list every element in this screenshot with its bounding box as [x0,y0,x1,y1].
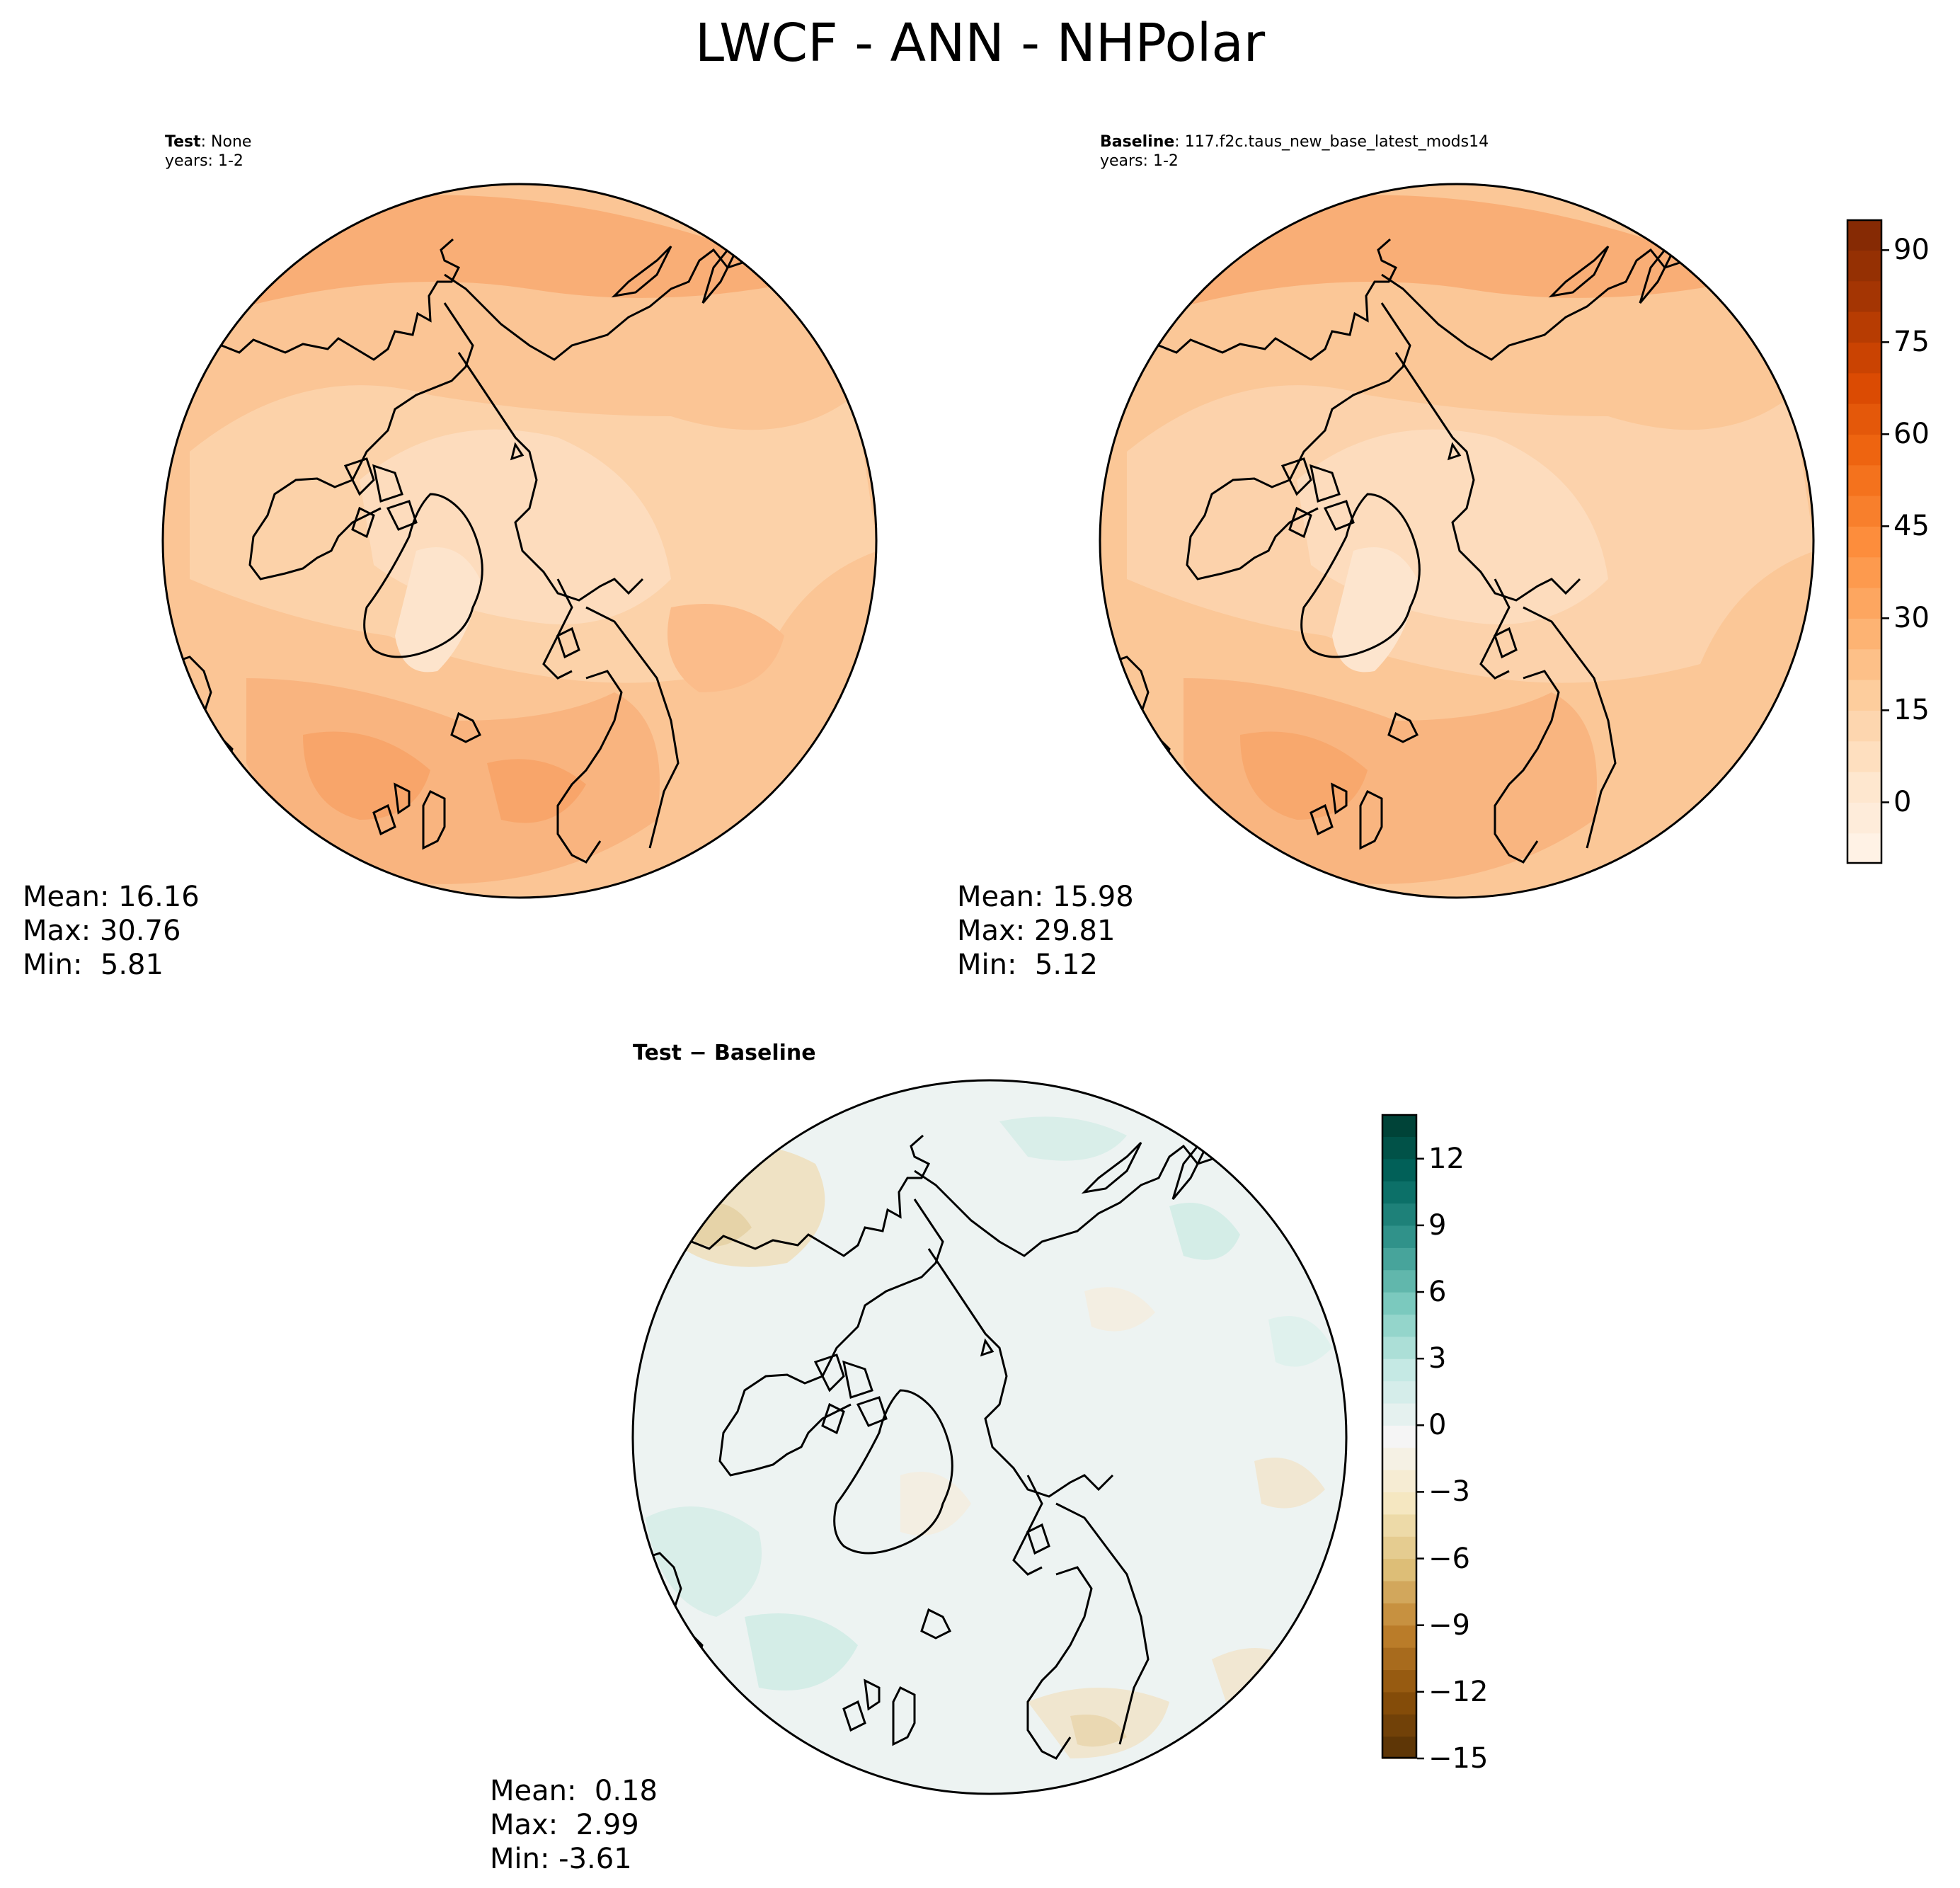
test-max: Max: 30.76 [23,915,181,947]
diff-colorbar-band [1382,1625,1417,1648]
figure-title: LWCF - ANN - NHPolar [694,13,1266,74]
diff-polar-map [631,1079,1348,1795]
diff-panel-title: Test − Baseline [633,1041,816,1065]
test-stats: Mean: 16.16 Max: 30.76 Min: 5.81 [23,880,200,982]
main-colorbar-band [1847,496,1882,527]
diff-colorbar-band [1382,1336,1417,1359]
main-colorbar-band [1847,280,1882,312]
diff-colorbar-band [1382,1470,1417,1493]
diff-colorbar-band [1382,1181,1417,1204]
main-colorbar-band [1847,404,1882,435]
diff-colorbar-band [1382,1647,1417,1671]
diff-colorbar-band [1382,1269,1417,1293]
diff-colorbar-tick-label: 9 [1428,1208,1447,1242]
diff-colorbar-band [1382,1580,1417,1603]
diff-colorbar-band [1382,1492,1417,1515]
main-colorbar-band [1847,342,1882,374]
baseline-stats: Mean: 15.98 Max: 29.81 Min: 5.12 [957,880,1134,982]
test-min: Min: 5.81 [23,949,164,981]
main-colorbar-band [1847,372,1882,404]
diff-colorbar-band [1382,1358,1417,1382]
diff-colorbar-band [1382,1203,1417,1226]
main-colorbar-band [1847,648,1882,680]
diff-colorbar-band [1382,1603,1417,1626]
main-colorbar-band [1847,588,1882,619]
diff-colorbar-band [1382,1158,1417,1182]
diff-colorbar-tick-label: −9 [1428,1608,1470,1642]
baseline-label: Baseline [1100,133,1175,151]
main-colorbar-tick-label: 0 [1893,786,1912,819]
diff-colorbar-band [1382,1114,1417,1137]
baseline-min: Min: 5.12 [957,949,1098,981]
diff-colorbar-tick-label: 3 [1428,1342,1447,1375]
diff-colorbar-band [1382,1691,1417,1715]
main-colorbar-band [1847,772,1882,803]
diff-colorbar-band [1382,1514,1417,1537]
main-colorbar-tick-label: 75 [1893,326,1930,359]
main-colorbar-band [1847,219,1882,251]
diff-colorbar-tick-label: 12 [1428,1142,1465,1175]
diff-colorbar-band [1382,1380,1417,1404]
main-colorbar-tick-label: 45 [1893,510,1930,543]
main-colorbar-tick-label: 15 [1893,694,1930,727]
test-case-name: : None [200,133,252,151]
main-colorbar-band [1847,680,1882,711]
diff-max: Max: 2.99 [490,1809,639,1841]
main-colorbar-band [1847,556,1882,588]
diff-stats: Mean: 0.18 Max: 2.99 Min: -3.61 [490,1774,658,1876]
diff-colorbar-band [1382,1136,1417,1160]
diff-colorbar-tick-label: 0 [1428,1409,1447,1442]
baseline-max: Max: 29.81 [957,915,1116,947]
diff-colorbar-band [1382,1558,1417,1581]
test-years: years: 1-2 [165,152,243,170]
main-colorbar-band [1847,618,1882,650]
diff-colorbar-tick-label: −6 [1428,1542,1470,1575]
baseline-polar-map [1099,183,1815,899]
diff-colorbar-tick-label: 6 [1428,1276,1447,1309]
main-colorbar-band [1847,833,1882,864]
diff-colorbar-band [1382,1225,1417,1248]
diff-colorbar-band [1382,1292,1417,1315]
test-mean: Mean: 16.16 [23,881,200,913]
baseline-panel-title: Baseline: 117.f2c.taus_new_base_latest_m… [1100,132,1489,171]
diff-colorbar [1381,1114,1424,1760]
diff-colorbar-band [1382,1314,1417,1337]
main-colorbar-tick-label: 30 [1893,602,1930,635]
main-colorbar [1846,219,1889,864]
main-colorbar-band [1847,740,1882,772]
main-colorbar-tick-label: 90 [1893,234,1930,267]
diff-colorbar-tick-label: −15 [1428,1742,1489,1775]
test-polar-map [161,183,878,899]
diff-colorbar-band [1382,1402,1417,1426]
baseline-years: years: 1-2 [1100,152,1179,170]
diff-colorbar-band [1382,1736,1417,1759]
main-colorbar-band [1847,802,1882,834]
test-label: Test [165,133,201,151]
diff-colorbar-band [1382,1536,1417,1560]
diff-colorbar-band [1382,1714,1417,1737]
main-colorbar-band [1847,464,1882,496]
diff-colorbar-band [1382,1247,1417,1271]
main-colorbar-band [1847,526,1882,558]
main-colorbar-band [1847,311,1882,343]
baseline-case-name: : 117.f2c.taus_new_base_latest_mods14 [1174,133,1489,151]
main-colorbar-band [1847,250,1882,282]
diff-colorbar-tick-label: −3 [1428,1475,1470,1509]
diff-min: Min: -3.61 [490,1843,632,1875]
diff-colorbar-band [1382,1669,1417,1693]
main-colorbar-band [1847,710,1882,742]
main-colorbar-frame [1846,219,1883,864]
diff-colorbar-band [1382,1447,1417,1470]
main-colorbar-band [1847,434,1882,466]
baseline-mean: Mean: 15.98 [957,881,1134,913]
diff-colorbar-tick-label: −12 [1428,1675,1489,1708]
diff-colorbar-band [1382,1425,1417,1448]
diff-mean: Mean: 0.18 [490,1775,658,1807]
main-colorbar-tick-label: 60 [1893,418,1930,451]
diff-colorbar-frame [1381,1114,1418,1759]
test-panel-title: Test: None years: 1-2 [165,132,251,171]
